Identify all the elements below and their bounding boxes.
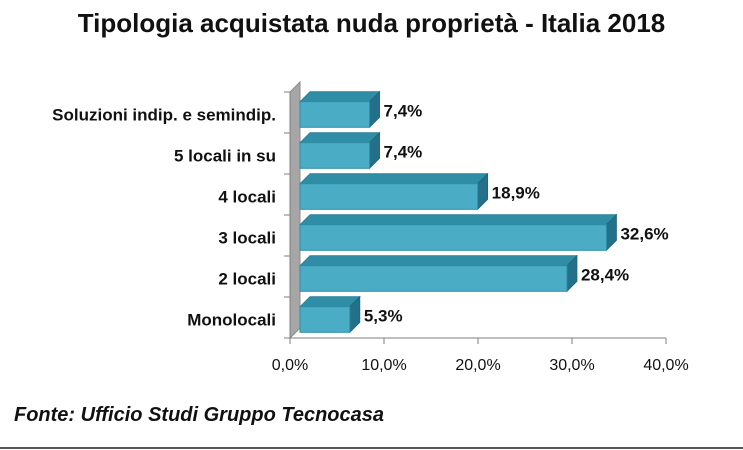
source-note: Fonte: Ufficio Studi Gruppo Tecnocasa [14, 404, 385, 426]
bar-top-face [299, 255, 578, 267]
bar-top-face [299, 132, 381, 144]
value-label: 5,3% [364, 307, 403, 326]
bar-top-face [299, 91, 381, 103]
bar [299, 101, 371, 128]
bar [299, 265, 568, 292]
chart-title: Tipologia acquistata nuda proprietà - It… [77, 8, 666, 38]
x-tick-label: 0,0% [272, 357, 308, 374]
x-tick-label: 10,0% [361, 357, 406, 374]
category-label: Monolocali [187, 311, 276, 330]
x-tick-label: 30,0% [549, 357, 594, 374]
value-label: 18,9% [492, 184, 540, 203]
category-label: 5 locali in su [174, 147, 276, 166]
bottom-divider [0, 447, 743, 449]
value-label: 32,6% [620, 225, 668, 244]
bar-chart: 0,0% 10,0% 20,0% 30,0% 40,0% Soluzioni indip.… [52, 80, 689, 374]
category-label: 3 locali [218, 229, 276, 248]
x-tick-label: 40,0% [643, 357, 688, 374]
value-label: 7,4% [384, 143, 423, 162]
x-tick-label: 20,0% [455, 357, 500, 374]
category-label: 2 locali [218, 270, 276, 289]
bar [299, 183, 479, 210]
bar [299, 306, 351, 333]
axis-side-wall [289, 80, 301, 340]
value-label: 7,4% [384, 102, 423, 121]
bar [299, 142, 371, 169]
bar-top-face [299, 214, 618, 226]
value-label: 28,4% [581, 266, 629, 285]
category-label: 4 locali [218, 188, 276, 207]
category-label: Soluzioni indip. e semindip. [52, 106, 276, 125]
bar-top-face [299, 173, 489, 185]
bar [299, 224, 607, 251]
